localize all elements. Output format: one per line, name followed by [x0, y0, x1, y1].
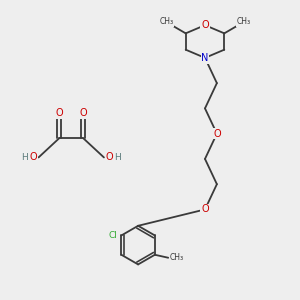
Text: O: O: [213, 129, 221, 139]
Text: H: H: [114, 153, 121, 162]
Text: CH₃: CH₃: [159, 17, 173, 26]
Text: O: O: [56, 108, 63, 118]
Text: O: O: [201, 204, 209, 214]
Text: CH₃: CH₃: [170, 253, 184, 262]
Text: H: H: [21, 153, 28, 162]
Text: O: O: [79, 108, 87, 118]
Text: O: O: [105, 152, 113, 162]
Text: CH₃: CH₃: [236, 17, 251, 26]
Text: O: O: [29, 152, 37, 162]
Text: O: O: [201, 20, 209, 30]
Text: N: N: [201, 53, 209, 63]
Text: Cl: Cl: [108, 231, 117, 240]
